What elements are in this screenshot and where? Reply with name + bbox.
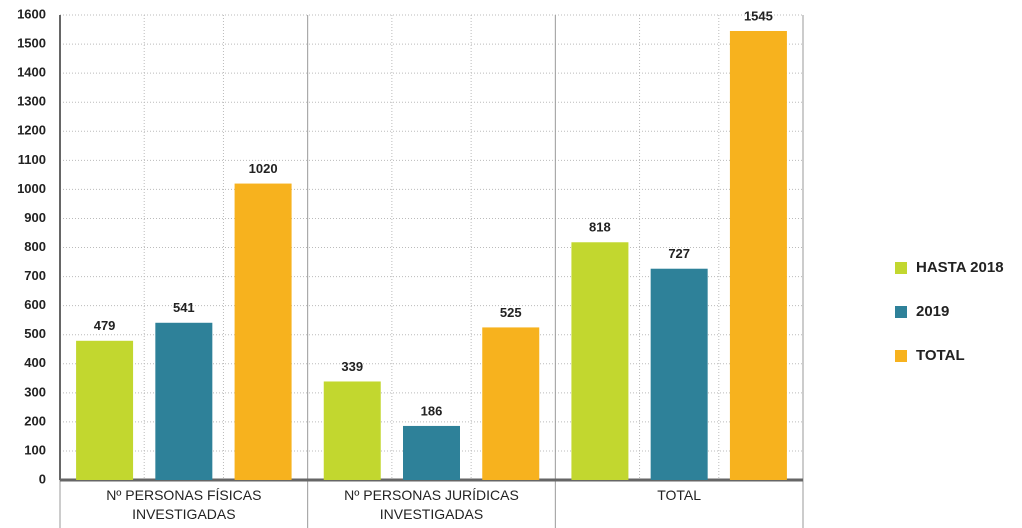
y-tick-label: 800 <box>24 239 46 254</box>
y-tick-label: 1200 <box>17 123 46 138</box>
data-label: 1545 <box>744 8 773 23</box>
y-tick-label: 0 <box>39 471 46 486</box>
y-tick-label: 1600 <box>17 6 46 21</box>
y-tick-label: 1300 <box>17 94 46 109</box>
data-label: 1020 <box>249 161 278 176</box>
bar <box>234 183 292 480</box>
y-tick-label: 400 <box>24 355 46 370</box>
legend-label: 2019 <box>916 303 949 320</box>
legend-label: HASTA 2018 <box>916 259 1004 276</box>
data-label: 818 <box>589 220 611 235</box>
bar <box>729 30 787 480</box>
legend-label: TOTAL <box>916 347 965 364</box>
y-tick-label: 1500 <box>17 36 46 51</box>
bar <box>76 340 134 480</box>
data-label: 727 <box>668 246 690 261</box>
bar <box>482 327 540 480</box>
data-label: 186 <box>421 403 443 418</box>
x-tick-label: Nº PERSONAS FÍSICAS INVESTIGADAS <box>106 487 262 522</box>
y-tick-label: 1000 <box>17 181 46 196</box>
bar <box>323 381 381 480</box>
data-label: 479 <box>94 318 116 333</box>
legend-swatch <box>895 262 907 274</box>
y-tick-label: 700 <box>24 268 46 283</box>
data-label: 339 <box>341 359 363 374</box>
legend-swatch <box>895 306 907 318</box>
bar <box>571 242 629 480</box>
bar <box>650 268 708 480</box>
data-label: 541 <box>173 300 195 315</box>
y-tick-label: 100 <box>24 442 46 457</box>
y-tick-label: 600 <box>24 297 46 312</box>
x-tick-label: Nº PERSONAS JURÍDICAS INVESTIGADAS <box>344 487 519 522</box>
y-tick-label: 200 <box>24 413 46 428</box>
y-tick-label: 500 <box>24 326 46 341</box>
bar <box>403 425 460 480</box>
y-tick-label: 300 <box>24 384 46 399</box>
y-tick-label: 900 <box>24 210 46 225</box>
y-tick-label: 1400 <box>17 65 46 80</box>
x-tick-label: TOTAL <box>657 487 702 503</box>
y-tick-label: 1100 <box>18 152 46 167</box>
data-label: 525 <box>500 305 522 320</box>
legend-swatch <box>895 350 907 362</box>
bar <box>155 322 213 480</box>
